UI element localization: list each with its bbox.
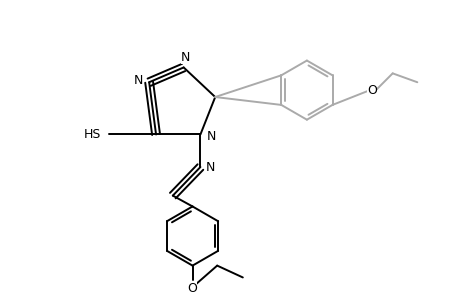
Text: N: N [205,160,214,173]
Text: N: N [206,130,215,143]
Text: HS: HS [83,128,101,141]
Text: O: O [187,282,197,296]
Text: O: O [366,84,376,97]
Text: N: N [180,51,190,64]
Text: N: N [133,74,143,87]
